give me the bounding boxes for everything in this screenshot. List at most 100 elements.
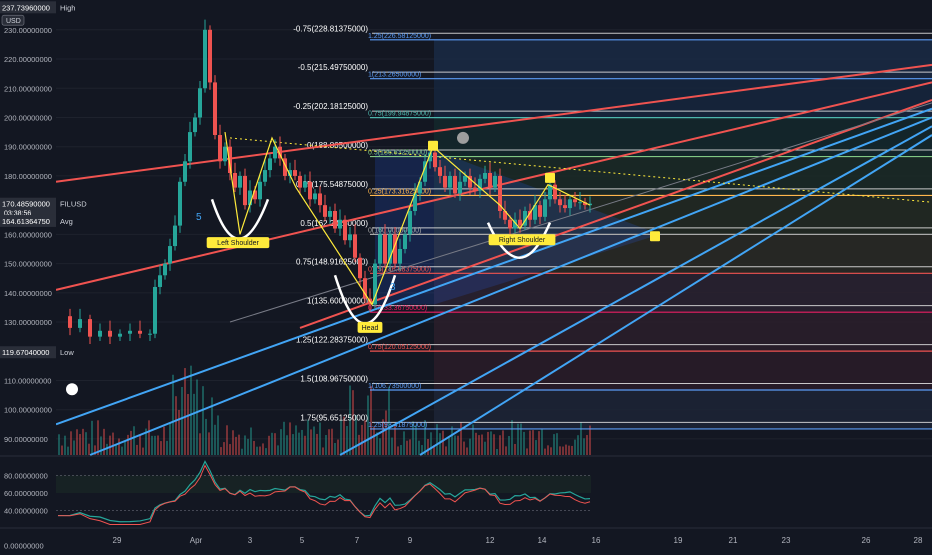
- candle-body: [333, 210, 337, 229]
- volume-bar: [349, 385, 351, 455]
- volume-bar: [295, 425, 297, 455]
- candle-body: [118, 333, 122, 337]
- candle-body: [68, 316, 72, 328]
- current-price-badge-value: 170.48590000: [2, 200, 50, 209]
- volume-bar: [391, 437, 393, 455]
- volume-bar: [448, 437, 450, 455]
- volume-bar: [127, 434, 129, 455]
- candle-body: [413, 193, 417, 211]
- volume-bar: [148, 420, 150, 455]
- candle-body: [253, 190, 257, 200]
- candle-body: [323, 205, 327, 217]
- price-tick-label: 100.00000000: [4, 406, 52, 415]
- candle-body: [563, 205, 567, 209]
- blue-channel-line: [55, 107, 932, 426]
- price-axis: 230.00000000 220.00000000 210.00000000 200.…: [0, 0, 87, 455]
- candle-body: [263, 170, 267, 182]
- volume-bar: [553, 434, 555, 455]
- volume-bar: [139, 435, 141, 455]
- candle-body: [373, 263, 377, 305]
- volume-bar: [451, 426, 453, 455]
- volume-bar: [172, 374, 174, 455]
- volume-bar: [415, 425, 417, 455]
- volume-bar: [85, 432, 87, 455]
- volume-bar: [283, 421, 285, 455]
- volume-bar: [487, 431, 489, 455]
- volume-bar: [517, 423, 519, 455]
- price-axis-bg: [0, 0, 56, 455]
- candle-body: [268, 158, 272, 171]
- fib-level-label: 1.25(122.28375000): [296, 336, 368, 345]
- candle-body: [248, 190, 252, 206]
- blue-channel-line: [89, 116, 932, 456]
- time-tick-label: 3: [248, 536, 253, 545]
- fib-zone: [434, 39, 932, 79]
- left-shoulder-label-bg: [206, 237, 270, 249]
- time-tick-label: 26: [862, 536, 871, 545]
- volume-bar: [307, 419, 309, 455]
- high-badge-value: 237.73960000: [2, 3, 50, 12]
- time-tick-label: 5: [300, 536, 305, 545]
- fib-secondary-label: 0.25(173.31625000): [368, 188, 431, 195]
- wave-label: 5: [196, 212, 202, 223]
- pattern-zigzag: [224, 132, 591, 306]
- volume-bar: [403, 431, 405, 455]
- candle-body: [463, 175, 467, 182]
- volume-bar: [292, 434, 294, 455]
- candle-body: [138, 330, 142, 334]
- candle-body: [303, 181, 307, 188]
- volume-bar: [160, 441, 162, 455]
- fib-level-label: 1.5(108.96750000): [300, 374, 368, 383]
- volume-bar: [343, 416, 345, 455]
- wave-label: 3: [390, 282, 396, 293]
- volume-bar: [409, 439, 411, 455]
- candle-body: [588, 203, 592, 206]
- candle-body: [508, 219, 512, 229]
- volume-bar: [70, 431, 72, 455]
- volume-bar: [568, 445, 570, 455]
- volume-bar: [511, 420, 513, 455]
- volume-bar: [181, 386, 183, 455]
- price-tick-label: 210.00000000: [4, 84, 52, 93]
- fib-level-label: 0.25(175.54875000): [296, 180, 368, 189]
- median-line: [229, 102, 932, 323]
- volume-bar: [202, 386, 204, 455]
- candle-body: [488, 172, 492, 188]
- volume-bar: [91, 420, 93, 455]
- volume-bar: [490, 431, 492, 455]
- candle-body: [543, 199, 547, 217]
- candle-body: [203, 29, 207, 89]
- candle-body: [548, 184, 552, 200]
- volume-bar: [583, 438, 585, 455]
- candle-body: [503, 210, 507, 220]
- volume-bar: [505, 446, 507, 455]
- fib-secondary-label: 0.5(133.36750000): [368, 305, 427, 312]
- volume-bar: [130, 430, 132, 455]
- volume-bar: [112, 432, 114, 455]
- candle-body: [293, 170, 297, 176]
- candle-body: [528, 210, 532, 220]
- time-tick-label: 14: [538, 536, 547, 545]
- candle-body: [568, 199, 572, 209]
- volume-bar: [136, 444, 138, 455]
- volume-bar: [385, 410, 387, 455]
- volume-bar: [280, 429, 282, 455]
- candle-body: [478, 178, 482, 191]
- volume-bar: [217, 415, 219, 455]
- volume-bar: [586, 435, 588, 455]
- candle-body: [148, 333, 152, 335]
- candle-body: [378, 234, 382, 264]
- volume-bar: [574, 439, 576, 455]
- volume-bar: [187, 393, 189, 455]
- volume-bar: [361, 424, 363, 455]
- fib-zone: [434, 351, 932, 391]
- volume-bar: [163, 426, 165, 455]
- volume-bar: [208, 432, 210, 455]
- volume-bar: [457, 435, 459, 455]
- candle-body: [573, 199, 577, 203]
- volume-bar: [223, 442, 225, 455]
- volume-bar: [346, 426, 348, 455]
- candle-body: [443, 175, 447, 188]
